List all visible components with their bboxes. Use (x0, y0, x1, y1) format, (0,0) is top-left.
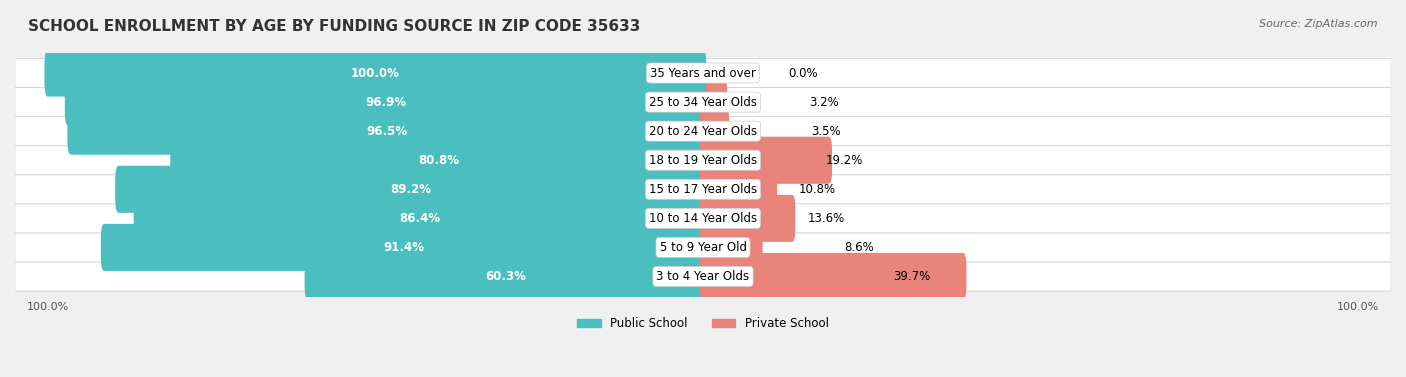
Text: 15 to 17 Year Olds: 15 to 17 Year Olds (650, 183, 756, 196)
FancyBboxPatch shape (700, 137, 832, 184)
Bar (15, 175, 1391, 204)
Text: Source: ZipAtlas.com: Source: ZipAtlas.com (1260, 19, 1378, 29)
Legend: Public School, Private School: Public School, Private School (572, 313, 834, 335)
Text: 19.2%: 19.2% (825, 154, 863, 167)
FancyBboxPatch shape (15, 116, 1391, 146)
FancyBboxPatch shape (15, 58, 1391, 87)
Text: 35 Years and over: 35 Years and over (650, 67, 756, 80)
Bar (15, 87, 1391, 116)
Text: 20 to 24 Year Olds: 20 to 24 Year Olds (650, 125, 756, 138)
Text: 3.5%: 3.5% (811, 125, 841, 138)
Text: 8.6%: 8.6% (845, 241, 875, 254)
FancyBboxPatch shape (134, 195, 706, 242)
FancyBboxPatch shape (700, 253, 966, 300)
Bar (15, 262, 1391, 291)
Text: 13.6%: 13.6% (807, 212, 845, 225)
FancyBboxPatch shape (101, 224, 706, 271)
Text: 60.3%: 60.3% (485, 270, 526, 283)
Text: 96.5%: 96.5% (367, 125, 408, 138)
Text: 3.2%: 3.2% (808, 96, 839, 109)
Text: 0.0%: 0.0% (789, 67, 818, 80)
FancyBboxPatch shape (15, 146, 1391, 175)
FancyBboxPatch shape (700, 107, 730, 155)
FancyBboxPatch shape (67, 107, 706, 155)
FancyBboxPatch shape (15, 233, 1391, 262)
FancyBboxPatch shape (170, 137, 706, 184)
Text: 80.8%: 80.8% (418, 154, 458, 167)
Text: 91.4%: 91.4% (382, 241, 425, 254)
FancyBboxPatch shape (700, 195, 796, 242)
Text: 100.0%: 100.0% (352, 67, 399, 80)
Text: 96.9%: 96.9% (366, 96, 406, 109)
FancyBboxPatch shape (15, 204, 1391, 233)
FancyBboxPatch shape (115, 166, 706, 213)
Text: 39.7%: 39.7% (893, 270, 931, 283)
FancyBboxPatch shape (15, 87, 1391, 116)
Text: 89.2%: 89.2% (391, 183, 432, 196)
Bar (15, 58, 1391, 87)
FancyBboxPatch shape (700, 166, 778, 213)
FancyBboxPatch shape (700, 224, 762, 271)
FancyBboxPatch shape (305, 253, 706, 300)
Text: SCHOOL ENROLLMENT BY AGE BY FUNDING SOURCE IN ZIP CODE 35633: SCHOOL ENROLLMENT BY AGE BY FUNDING SOUR… (28, 19, 641, 34)
Text: 25 to 34 Year Olds: 25 to 34 Year Olds (650, 96, 756, 109)
FancyBboxPatch shape (65, 78, 706, 126)
Bar (15, 116, 1391, 146)
Text: 3 to 4 Year Olds: 3 to 4 Year Olds (657, 270, 749, 283)
Text: 10.8%: 10.8% (799, 183, 835, 196)
Text: 5 to 9 Year Old: 5 to 9 Year Old (659, 241, 747, 254)
FancyBboxPatch shape (45, 49, 706, 97)
Text: 10 to 14 Year Olds: 10 to 14 Year Olds (650, 212, 756, 225)
Text: 18 to 19 Year Olds: 18 to 19 Year Olds (650, 154, 756, 167)
Bar (15, 204, 1391, 233)
FancyBboxPatch shape (15, 175, 1391, 204)
Bar (15, 146, 1391, 175)
FancyBboxPatch shape (700, 78, 727, 126)
FancyBboxPatch shape (15, 262, 1391, 291)
Text: 86.4%: 86.4% (399, 212, 440, 225)
Bar (15, 233, 1391, 262)
